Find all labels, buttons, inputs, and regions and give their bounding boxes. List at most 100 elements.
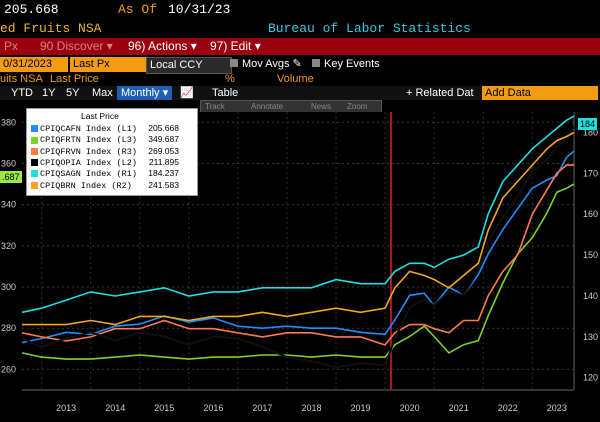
- series-line: [21, 125, 575, 369]
- x-tick-label: 2023: [547, 403, 567, 413]
- menu-bar: Px 90 Discover ▾ 96) Actions ▾ 97) Edit …: [0, 38, 600, 55]
- left-tick-label: 380: [1, 117, 16, 127]
- legend-value: 241.583: [148, 179, 179, 190]
- news-tool[interactable]: News: [311, 102, 332, 111]
- date-field[interactable]: 0/31/2023: [0, 57, 68, 72]
- x-tick-label: 2021: [449, 403, 469, 413]
- field-labels: uits NSA Last Price % Volume: [0, 73, 600, 87]
- actions-menu[interactable]: 96) Actions ▾: [128, 39, 197, 53]
- x-tick-label: 2015: [154, 403, 174, 413]
- x-tick-label: 2018: [301, 403, 321, 413]
- x-tick-label: 2020: [400, 403, 420, 413]
- series-header: ed Fruits NSA Bureau of Labor Statistics: [0, 20, 600, 38]
- legend-label: CPIQBRN Index (R2): [40, 180, 132, 191]
- legend-label: CPIQSAGN Index (R1): [40, 169, 137, 180]
- frequency-dropdown[interactable]: Monthly ▾: [117, 86, 173, 100]
- legend-swatch: [31, 159, 38, 167]
- legend-swatch: [31, 147, 38, 155]
- legend-item[interactable]: CPIQOPIA Index (L2) 211.895: [31, 156, 195, 168]
- annotate-tool[interactable]: Annotate: [251, 102, 284, 111]
- x-tick-label: 2016: [203, 403, 223, 413]
- right-tick-label: 150: [583, 250, 598, 260]
- left-tick-label: 360: [1, 158, 16, 168]
- menu-px[interactable]: Px: [4, 39, 19, 53]
- left-tick-label: 340: [1, 200, 16, 210]
- legend-label: CPIQCAFN Index (L1): [40, 124, 137, 134]
- x-tick-label: 2017: [252, 403, 272, 413]
- right-tick-label: 140: [583, 291, 598, 301]
- legend-label: CPIQOPIA Index (L2): [40, 157, 137, 168]
- legend-value: 349.687: [148, 134, 179, 145]
- volume-label: Volume: [277, 73, 314, 85]
- left-axis-badge: .687: [0, 171, 22, 183]
- legend-swatch: [31, 181, 38, 189]
- x-tick-label: 2013: [56, 403, 76, 413]
- tab-5y[interactable]: 5Y: [66, 87, 80, 99]
- legend-value: 211.895: [148, 156, 179, 167]
- zoom-tool[interactable]: Zoom: [347, 102, 368, 111]
- legend-swatch: [31, 170, 38, 178]
- legend[interactable]: Last Price CPIQCAFN Index (L1) 205.668 CPI…: [26, 108, 198, 196]
- mov-avgs-checkbox[interactable]: [230, 59, 238, 67]
- short-name: uits NSA: [0, 73, 43, 85]
- left-axis: 380 360 340 320 300 280 260: [1, 117, 16, 374]
- related-data-button[interactable]: + Related Dat: [406, 87, 474, 99]
- tab-ytd[interactable]: YTD: [11, 87, 33, 99]
- legend-item[interactable]: CPIQSAGN Index (R1) 184.237: [31, 168, 195, 180]
- price-field[interactable]: Last Px: [70, 57, 146, 72]
- tab-table[interactable]: Table: [212, 87, 239, 99]
- last-value: 205.668: [4, 2, 59, 17]
- key-events-toggle[interactable]: Key Events: [312, 57, 380, 72]
- legend-value: 269.053: [148, 145, 179, 156]
- range-tabs: YTD 1Y 5Y Max Monthly ▾ 📈 Table + Relate…: [0, 86, 600, 100]
- right-tick-label: 130: [583, 332, 598, 342]
- pct-label: %: [225, 73, 235, 85]
- legend-swatch: [31, 125, 38, 133]
- track-tool[interactable]: Track: [205, 102, 225, 111]
- pencil-icon[interactable]: ✎: [289, 58, 302, 70]
- legend-item[interactable]: CPIQFRTN Index (L3) 349.687: [31, 134, 195, 146]
- right-tick-label: 120: [583, 373, 598, 383]
- tab-max[interactable]: Max: [92, 87, 113, 99]
- right-tick-label: 160: [583, 209, 598, 219]
- key-events-checkbox[interactable]: [312, 59, 320, 67]
- legend-swatch: [31, 136, 38, 144]
- legend-title: Last Price: [81, 111, 119, 121]
- parameter-row: 0/31/2023 Last Px Local CCY Mov Avgs ✎ K…: [0, 56, 600, 74]
- x-axis: 2013 2014 2015 2016 2017 2018 2019 2020 2021 2022…: [56, 403, 567, 413]
- legend-label: CPIQFRTN Index (L3): [40, 135, 137, 146]
- legend-item[interactable]: CPIQBRN Index (R2) 241.583: [31, 179, 195, 191]
- series-line: [21, 115, 575, 314]
- add-data-input[interactable]: Add Data: [482, 86, 598, 100]
- right-axis: 180 170 160 150 140 130 120: [583, 127, 598, 382]
- series-name: ed Fruits NSA: [0, 21, 102, 36]
- as-of-label: As Of: [118, 2, 158, 17]
- left-tick-label: 260: [1, 364, 16, 374]
- currency-field[interactable]: Local CCY: [146, 57, 232, 74]
- tab-1y[interactable]: 1Y: [42, 87, 56, 99]
- discover-menu[interactable]: 90 Discover ▾: [40, 39, 113, 53]
- legend-item[interactable]: CPIQCAFN Index (L1) 205.668: [31, 123, 195, 134]
- grid: [22, 112, 575, 391]
- mov-avgs-label: Mov Avgs: [242, 58, 290, 70]
- x-tick-label: 2019: [351, 403, 371, 413]
- edit-menu[interactable]: 97) Edit ▾: [210, 39, 261, 53]
- series-line: [21, 150, 575, 344]
- left-tick-label: 320: [1, 241, 16, 251]
- data-source: Bureau of Labor Statistics: [268, 21, 471, 36]
- left-tick-label: 280: [1, 323, 16, 333]
- mov-avgs-toggle[interactable]: Mov Avgs ✎: [230, 57, 302, 72]
- x-tick-label: 2022: [498, 403, 518, 413]
- key-events-label: Key Events: [324, 58, 380, 70]
- chart-type-icon[interactable]: 📈: [180, 87, 194, 99]
- series-line: [21, 164, 574, 346]
- right-tick-label: 180: [583, 127, 598, 137]
- legend-item[interactable]: CPIQFRVN Index (R3) 269.053: [31, 145, 195, 157]
- legend-value: 205.668: [148, 123, 179, 133]
- last-price-label: Last Price: [50, 73, 99, 85]
- left-tick-label: 300: [1, 282, 16, 292]
- legend-value: 184.237: [148, 168, 179, 179]
- x-tick-label: 2014: [105, 403, 125, 413]
- right-tick-label: 170: [583, 168, 598, 178]
